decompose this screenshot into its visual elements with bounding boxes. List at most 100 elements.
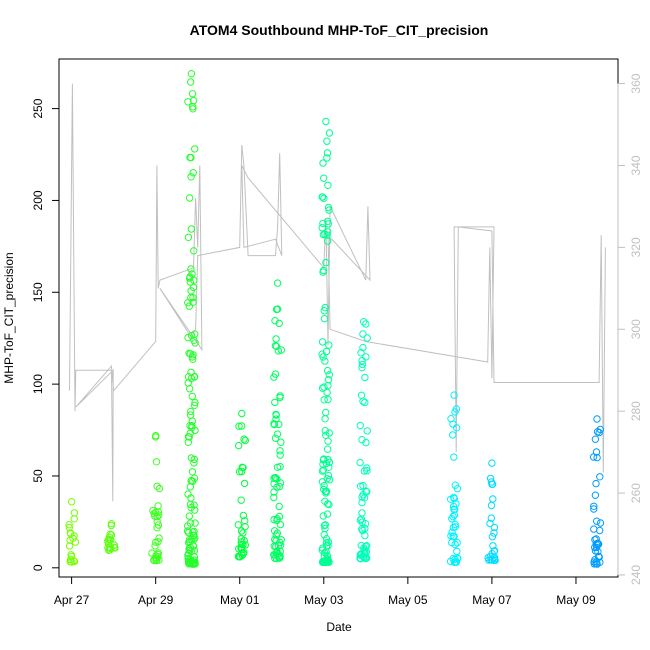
y2-tick-label: 340	[629, 155, 643, 175]
data-point	[448, 528, 456, 536]
gray-series-line	[69, 83, 606, 502]
x-tick-label: May 01	[220, 593, 260, 607]
data-point	[321, 427, 329, 435]
data-point	[320, 521, 328, 530]
data-point	[325, 463, 333, 471]
data-point	[238, 422, 246, 430]
data-point	[190, 501, 198, 509]
data-point	[323, 388, 331, 397]
data-point	[240, 479, 249, 488]
data-point	[70, 509, 79, 517]
data-point	[270, 420, 278, 428]
data-point	[358, 363, 366, 372]
data-point	[273, 475, 281, 483]
data-point	[190, 247, 198, 255]
data-point	[319, 512, 327, 520]
data-point	[320, 552, 329, 560]
data-point	[272, 410, 280, 419]
data-point	[325, 429, 333, 437]
data-point	[191, 398, 199, 407]
data-point	[184, 333, 192, 342]
y-axis: 0 50 100 150 200 250	[31, 98, 60, 571]
data-point	[488, 533, 497, 541]
x-tick-label: May 09	[556, 593, 596, 607]
data-point	[325, 206, 333, 214]
data-point	[324, 217, 332, 226]
data-point	[187, 153, 195, 162]
data-point	[318, 224, 326, 232]
y2-tick-label: 300	[629, 319, 643, 339]
data-point	[188, 392, 197, 401]
data-point	[592, 479, 600, 488]
data-point	[271, 434, 280, 442]
data-point	[592, 535, 600, 543]
data-point	[318, 193, 327, 201]
data-point	[275, 420, 283, 429]
data-point	[360, 467, 369, 475]
data-point	[323, 154, 331, 162]
data-point	[322, 258, 330, 267]
data-point	[362, 320, 370, 328]
data-point	[487, 514, 495, 522]
data-point	[449, 420, 457, 428]
data-point	[275, 502, 283, 511]
data-point	[152, 552, 160, 560]
data-point-max	[273, 279, 282, 287]
data-point	[360, 494, 369, 502]
y-tick-label: 50	[31, 469, 45, 483]
data-point	[239, 529, 247, 537]
data-point	[185, 512, 194, 520]
data-point	[234, 521, 243, 529]
data-point	[237, 545, 246, 553]
data-point	[190, 336, 198, 344]
data-point	[323, 510, 332, 518]
data-point	[324, 471, 333, 480]
data-point	[362, 548, 371, 556]
data-point	[357, 349, 365, 357]
data-point	[155, 534, 163, 542]
data-point	[356, 554, 364, 563]
data-point-max	[187, 70, 196, 78]
data-point	[110, 541, 118, 549]
data-point	[490, 529, 498, 537]
data-point	[271, 370, 280, 378]
data-point	[596, 473, 604, 481]
data-point	[237, 527, 246, 535]
data-point	[358, 360, 367, 369]
data-point	[184, 433, 193, 441]
data-point	[150, 556, 159, 565]
data-point	[590, 525, 598, 533]
data-point	[277, 346, 285, 354]
data-point	[448, 515, 456, 523]
data-point	[190, 474, 199, 482]
data-point	[271, 551, 279, 559]
data-point	[592, 543, 601, 552]
data-point	[67, 552, 76, 561]
data-point	[361, 524, 369, 533]
data-point	[318, 384, 327, 392]
data-point	[593, 517, 601, 525]
data-point	[187, 173, 195, 181]
data-point	[319, 159, 327, 167]
data-point	[185, 545, 193, 553]
data-point	[321, 357, 329, 365]
data-point	[361, 398, 369, 407]
gray-line-layer	[69, 83, 606, 502]
data-point	[318, 338, 327, 346]
data-point	[187, 454, 196, 462]
data-point	[152, 458, 161, 466]
data-point	[235, 441, 243, 450]
data-point	[324, 538, 333, 546]
data-point	[240, 435, 248, 443]
data-point	[189, 560, 197, 568]
data-point	[356, 458, 364, 467]
data-point	[188, 90, 197, 98]
data-point	[359, 343, 367, 352]
data-point	[184, 528, 193, 537]
data-point	[272, 335, 280, 343]
data-point	[106, 535, 114, 544]
data-point	[149, 506, 157, 515]
data-point	[271, 473, 279, 482]
data-point	[189, 96, 198, 105]
data-point	[451, 481, 459, 489]
